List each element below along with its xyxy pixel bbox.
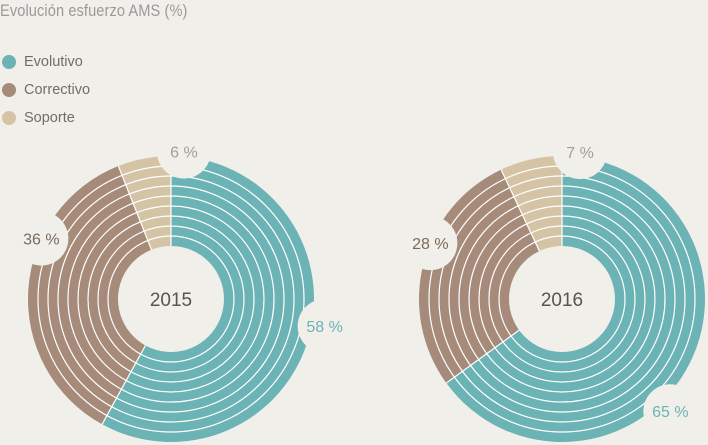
- legend-label-soporte: Soporte: [24, 110, 75, 126]
- legend: Evolutivo Correctivo Soporte: [2, 48, 90, 132]
- chart-title: Evolución esfuerzo AMS (%): [0, 1, 188, 20]
- legend-item-evolutivo: Evolutivo: [2, 48, 90, 76]
- label-bubble: [156, 124, 211, 179]
- label-bubble: [643, 384, 698, 439]
- pct-label-evolutivo: 65 %: [652, 404, 688, 421]
- legend-item-correctivo: Correctivo: [2, 76, 90, 104]
- label-bubble: [297, 299, 352, 354]
- label-bubble: [403, 216, 458, 271]
- legend-swatch-soporte: [2, 111, 16, 125]
- label-bubble: [14, 211, 69, 266]
- legend-swatch-evolutivo: [2, 55, 16, 69]
- legend-label-correctivo: Correctivo: [24, 82, 91, 98]
- center-year-label: 2015: [150, 290, 192, 311]
- legend-label-evolutivo: Evolutivo: [24, 54, 83, 70]
- pct-label-soporte: 7 %: [566, 145, 594, 162]
- donut-center: [118, 246, 224, 352]
- pct-label-evolutivo: 58 %: [306, 319, 342, 336]
- legend-item-soporte: Soporte: [2, 104, 90, 132]
- pct-label-soporte: 6 %: [170, 145, 198, 162]
- pct-label-correctivo: 28 %: [412, 236, 448, 253]
- label-bubble: [553, 125, 608, 180]
- donut-center: [509, 246, 615, 352]
- pct-label-correctivo: 36 %: [23, 232, 59, 249]
- slice-2016-correctivo: [419, 169, 562, 384]
- legend-swatch-correctivo: [2, 83, 16, 97]
- center-year-label: 2016: [541, 290, 583, 311]
